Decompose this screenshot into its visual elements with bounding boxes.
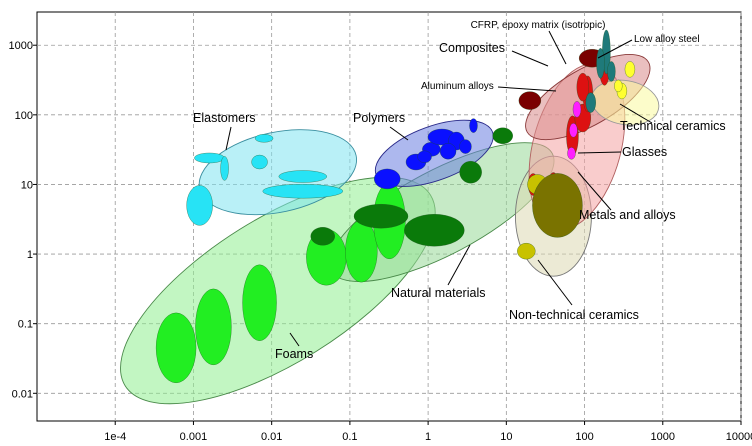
annotation-leader-lines [225, 30, 653, 347]
elastomer-bubble [262, 184, 343, 199]
technical-ceramic-bubble [614, 79, 623, 93]
leader-line [447, 244, 471, 286]
natural-material-bubble [404, 214, 465, 247]
y-tick-label: 0.01 [12, 388, 33, 400]
annotation-label: Natural materials [391, 286, 485, 300]
metal-bubble [576, 72, 589, 102]
polymer-bubble [439, 143, 457, 160]
natural-material-bubble [492, 127, 513, 144]
leader-line [597, 39, 633, 59]
family-envelopes [120, 29, 660, 405]
annotation-label: Glasses [622, 145, 667, 159]
natural-material-bubble [353, 204, 409, 229]
elastomer-bubble [194, 152, 225, 164]
y-tick-label: 1000 [9, 40, 33, 52]
leader-line [289, 332, 300, 347]
y-tick-label: 1 [27, 249, 33, 261]
polymer-bubble [459, 139, 472, 154]
x-tick-label: 1 [425, 431, 431, 443]
non-technical-ceramic-bubble [532, 173, 583, 238]
glass-bubble [572, 101, 582, 118]
annotation-label: Technical ceramics [620, 119, 726, 133]
elastomer-bubble [220, 156, 229, 181]
annotation-label: Elastomers [193, 111, 256, 125]
leader-line [619, 103, 653, 124]
x-tick-label: 1000 [651, 431, 675, 443]
leader-line [548, 30, 567, 65]
technical-ceramic-bubble [624, 61, 636, 78]
composite-bubble [518, 91, 542, 110]
glass-bubble [567, 147, 576, 160]
polymer-bubble [417, 150, 432, 163]
elastomer-bubble [251, 154, 268, 170]
y-tick-label: 100 [15, 110, 33, 122]
foam-bubble [345, 220, 378, 283]
annotation-label: Low alloy steel [634, 34, 700, 45]
elastomer-bubble [278, 170, 327, 183]
y-tick-label: 10 [21, 179, 33, 191]
annotations: CFRP, epoxy matrix (isotropic) Low alloy … [193, 20, 726, 361]
annotation-label: Aluminum alloys [421, 81, 494, 92]
steel-bubble [596, 48, 605, 79]
annotation-label: Foams [275, 347, 313, 361]
leader-line [497, 86, 557, 92]
leader-line [577, 151, 622, 154]
polymer-bubble [469, 118, 478, 133]
steel-bubble [585, 92, 596, 113]
y-axis: 0.01 0.1 1 10 100 1000 [9, 40, 37, 400]
leader-line [225, 126, 232, 151]
foam-bubble [195, 288, 232, 366]
annotation-label: Composites [439, 41, 505, 55]
x-tick-label: 0.1 [342, 431, 357, 443]
non-technical-ceramic-bubble [517, 243, 536, 260]
leader-line [577, 171, 612, 211]
polymer-bubble [374, 168, 401, 190]
x-tick-label: 10 [500, 431, 512, 443]
annotation-label: Metals and alloys [579, 208, 676, 222]
annotation-label: Polymers [353, 111, 405, 125]
foam-bubble [242, 264, 277, 341]
elastomer-bubble [254, 134, 274, 143]
leader-line [389, 126, 409, 141]
x-tick-label: 100 [575, 431, 593, 443]
annotation-label: Non-technical ceramics [509, 308, 639, 322]
x-tick-label: 0.001 [180, 431, 208, 443]
steel-bubble [607, 61, 616, 82]
leader-line [511, 50, 549, 67]
elastomer-bubble [186, 185, 213, 226]
glass-bubble [569, 123, 578, 138]
x-tick-label: 1e-4 [104, 431, 126, 443]
x-tick-label: 0.01 [261, 431, 282, 443]
natural-material-bubble [310, 227, 335, 246]
annotation-label: CFRP, epoxy matrix (isotropic) [471, 20, 606, 31]
leader-line [537, 259, 573, 306]
foam-bubble [155, 312, 197, 383]
natural-material-bubble [459, 161, 482, 184]
y-tick-label: 0.1 [18, 319, 33, 331]
